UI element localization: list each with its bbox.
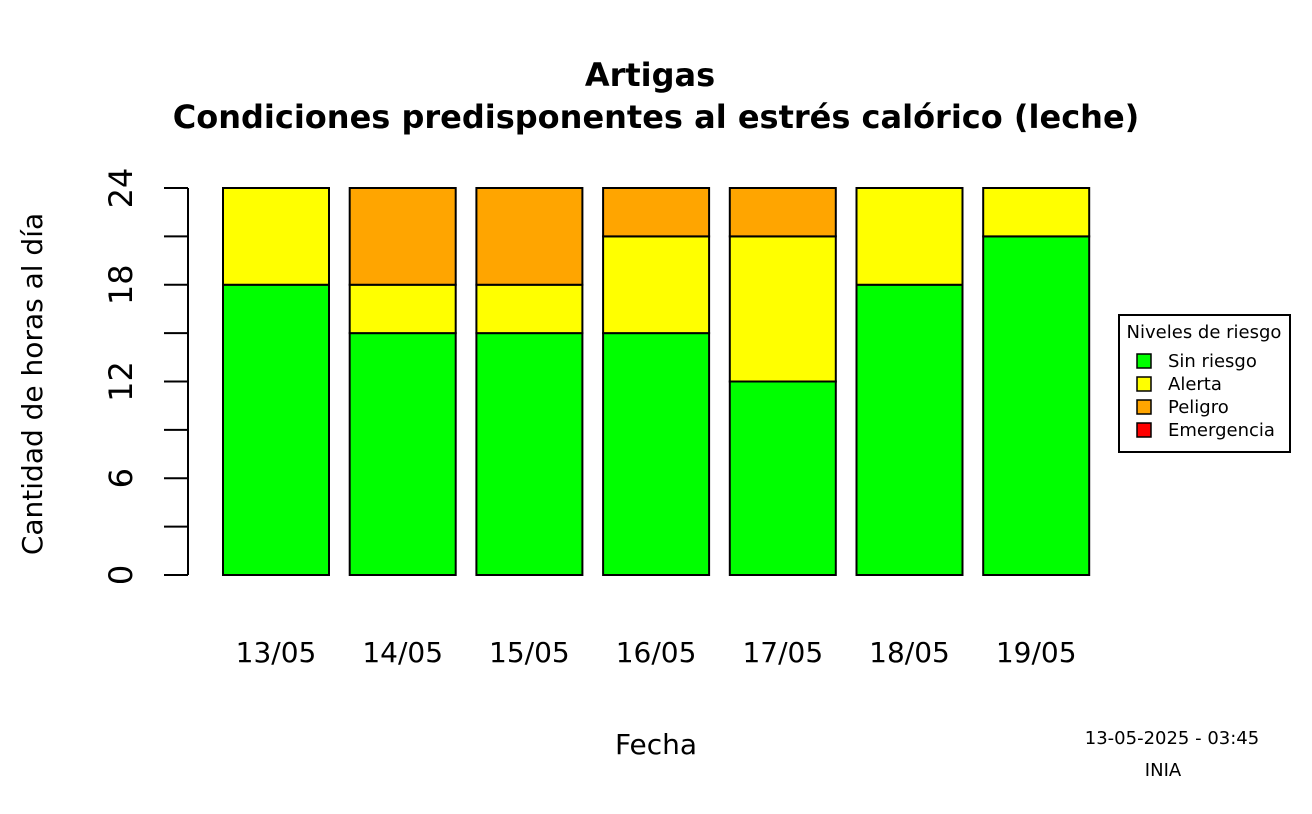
y-tick-label: 18: [102, 264, 140, 305]
x-tick-label: 19/05: [996, 636, 1077, 669]
x-tick-label: 14/05: [362, 636, 443, 669]
bar-segment-alerta-18-05: [855, 187, 964, 286]
bar-segment-sin-riesgo-15-05: [475, 332, 584, 576]
bar-segment-sin-riesgo-19-05: [982, 235, 1091, 576]
legend-swatch: [1136, 353, 1152, 369]
bar-segment-alerta-14-05: [348, 283, 457, 335]
y-tick-label: 12: [102, 361, 140, 402]
bar-segment-peligro-16-05: [602, 187, 711, 238]
legend-title: Niveles de riesgo: [1127, 322, 1282, 343]
legend: Niveles de riesgo Sin riesgoAlertaPeligr…: [1118, 314, 1291, 453]
legend-label: Alerta: [1168, 374, 1222, 395]
bar-segment-peligro-17-05: [728, 187, 837, 238]
legend-swatch: [1136, 376, 1152, 392]
y-axis: 0 6 12 18 24: [102, 168, 189, 585]
legend-label: Peligro: [1168, 397, 1229, 418]
x-tick-label: 13/05: [236, 636, 317, 669]
legend-swatch: [1136, 422, 1152, 438]
bar-segment-alerta-17-05: [728, 235, 837, 383]
y-tick-label: 24: [102, 168, 140, 209]
chart-subtitle: Condiciones predisponentes al estrés cal…: [173, 98, 1140, 136]
chart-title: Artigas: [585, 56, 715, 94]
timestamp-label: 13-05-2025 - 03:45: [1085, 728, 1259, 749]
bar-segment-sin-riesgo-16-05: [602, 332, 711, 576]
bar-segment-alerta-15-05: [475, 283, 584, 335]
legend-label: Sin riesgo: [1168, 351, 1257, 372]
x-axis-tick-labels: 13/05 14/05 15/05 16/05 17/05 18/05 19/05: [236, 636, 1077, 669]
bar-segment-sin-riesgo-14-05: [348, 332, 457, 576]
bar-segment-sin-riesgo-13-05: [222, 283, 330, 576]
bars-group: [222, 187, 1091, 576]
legend-swatch: [1136, 399, 1152, 415]
y-tick-label: 0: [102, 565, 140, 585]
y-axis-label: Cantidad de horas al día: [16, 213, 49, 555]
x-tick-label: 18/05: [869, 636, 950, 669]
legend-label: Emergencia: [1168, 420, 1275, 441]
x-tick-label: 16/05: [616, 636, 697, 669]
legend-box: [1118, 314, 1291, 453]
source-label: INIA: [1145, 760, 1182, 781]
bar-segment-alerta-13-05: [222, 187, 330, 286]
x-tick-label: 17/05: [742, 636, 823, 669]
bar-segment-alerta-19-05: [982, 187, 1091, 238]
bar-segment-sin-riesgo-17-05: [728, 380, 837, 576]
bar-segment-sin-riesgo-18-05: [855, 283, 964, 576]
x-axis-label: Fecha: [615, 728, 697, 761]
bar-segment-peligro-14-05: [348, 187, 457, 286]
x-tick-label: 15/05: [489, 636, 570, 669]
bar-segment-peligro-15-05: [475, 187, 584, 286]
y-tick-label: 6: [102, 468, 140, 488]
bar-segment-alerta-16-05: [602, 235, 711, 335]
